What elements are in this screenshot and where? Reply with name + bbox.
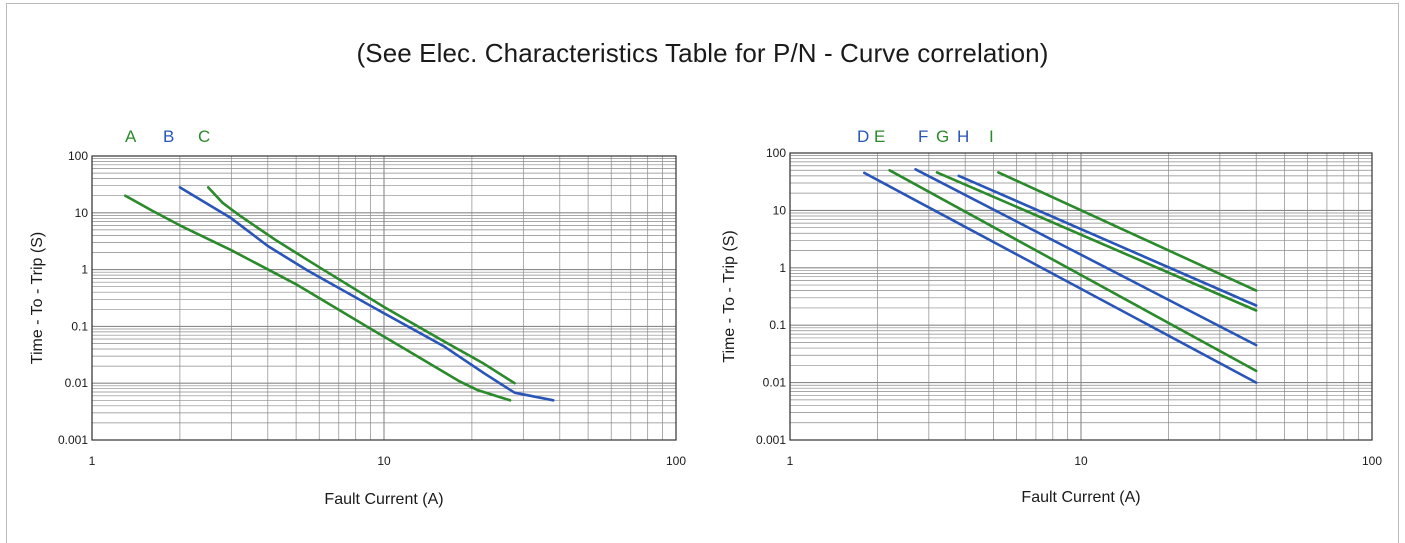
- y-tick-label: 1: [779, 261, 786, 275]
- curve-a: [124, 194, 512, 402]
- x-tick-label: 10: [1074, 454, 1088, 468]
- x-tick-label: 10: [377, 454, 391, 468]
- y-axis-label: Time - To - Trip (S): [721, 230, 738, 362]
- curve-label-g: G: [936, 127, 949, 146]
- y-tick-label: 0.001: [756, 433, 786, 447]
- curve-label-e: E: [874, 127, 885, 146]
- y-tick-label: 100: [68, 149, 88, 163]
- y-tick-label: 0.01: [763, 376, 787, 390]
- y-tick-label: 10: [75, 206, 89, 220]
- curve-h: [957, 174, 1258, 307]
- y-tick-label: 0.001: [58, 433, 88, 447]
- curve-b: [178, 186, 555, 402]
- curve-e: [888, 169, 1258, 373]
- grid-lines: [789, 153, 1372, 441]
- x-tick-label: 100: [1362, 454, 1382, 468]
- curve-label-d: D: [857, 127, 869, 146]
- grid-lines: [91, 156, 676, 441]
- curve-label-i: I: [989, 127, 994, 146]
- y-tick-label: 100: [766, 146, 786, 160]
- x-tick-label: 100: [666, 454, 686, 468]
- curve-label-a: A: [125, 127, 137, 146]
- x-tick-label: 1: [89, 454, 96, 468]
- plot-border: [789, 152, 1373, 441]
- curve-i: [997, 171, 1258, 292]
- x-axis-label: Fault Current (A): [1021, 489, 1140, 506]
- y-axis-label: Time - To - Trip (S): [29, 232, 46, 364]
- plot-border: [91, 155, 677, 441]
- y-tick-label: 0.1: [769, 318, 786, 332]
- curve-label-f: F: [918, 127, 928, 146]
- y-tick-label: 0.1: [71, 319, 88, 333]
- curve-label-c: C: [198, 127, 210, 146]
- curve-c: [206, 186, 516, 385]
- y-tick-label: 1: [81, 263, 88, 277]
- x-tick-label: 1: [787, 454, 794, 468]
- curve-g: [935, 171, 1258, 312]
- figure-frame: [6, 3, 1399, 543]
- y-tick-label: 0.01: [65, 376, 89, 390]
- x-axis-label: Fault Current (A): [324, 491, 443, 508]
- curve-label-b: B: [163, 127, 174, 146]
- curve-d: [862, 171, 1258, 384]
- curve-f: [914, 168, 1258, 347]
- curve-label-h: H: [957, 127, 969, 146]
- figure-title: (See Elec. Characteristics Table for P/N…: [356, 38, 1049, 68]
- y-tick-label: 10: [773, 203, 787, 217]
